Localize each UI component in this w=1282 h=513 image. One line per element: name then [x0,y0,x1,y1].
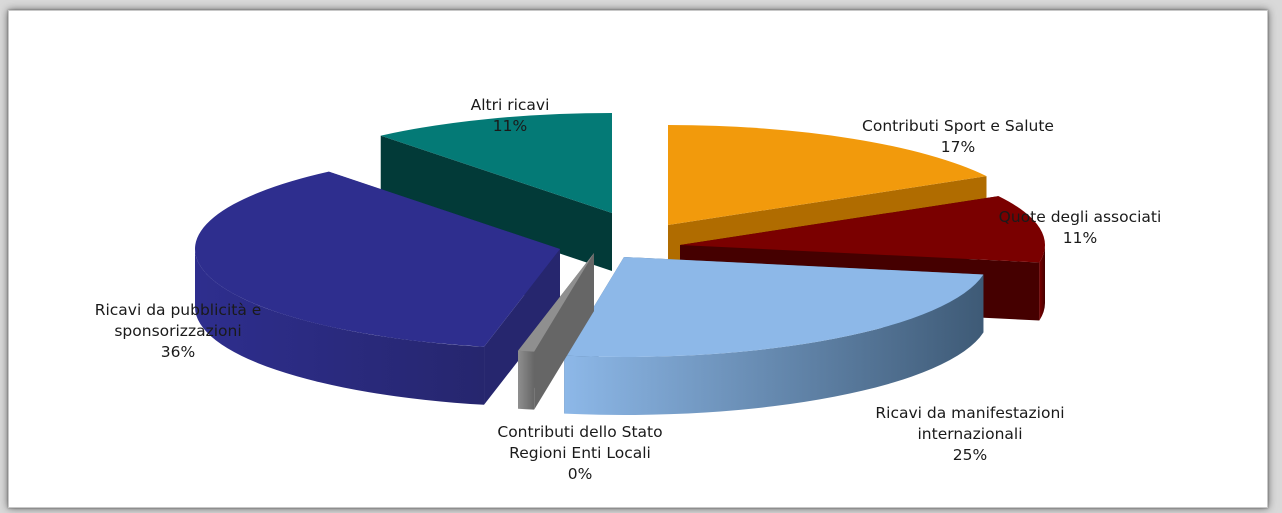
slice-wall-altri-ricavi-start [380,135,612,271]
slice-pubblicita-sponsorizzazioni [195,171,560,405]
slice-side-quote-associati [1039,245,1045,321]
slice-top-stato-enti-locali [518,253,594,352]
data-label-manifestazioni: Ricavi da manifestazioni internazionali 25… [875,404,1064,464]
slice-top-pubblicita-sponsorizzazioni [195,171,560,347]
slice-side-pubblicita-sponsorizzazioni [195,249,485,405]
data-label-stato-enti-locali: Contributi dello Stato Regioni Enti Local… [497,423,662,483]
slice-top-sport-e-salute [668,125,987,225]
slice-manifestazioni [564,257,984,415]
slice-top-manifestazioni [564,257,984,358]
slice-top-quote-associati [680,196,1045,263]
slice-stato-enti-locali [518,253,594,410]
slice-wall-stato-enti-locali-end [518,253,594,409]
slice-side-manifestazioni [564,274,984,415]
slice-altri-ricavi [380,113,612,271]
data-label-quote-associati: Quote degli associati 11% [999,208,1162,247]
data-label-pubblicita-sponsorizzazioni: Ricavi da pubblicità e sponsorizzazioni 36… [95,301,262,361]
data-label-sport-e-salute: Contributi Sport e Salute 17% [862,117,1054,156]
data-label-altri-ricavi: Altri ricavi 11% [471,96,550,135]
slice-side-stato-enti-locali [518,350,535,410]
slice-top-altri-ricavi [380,113,612,213]
